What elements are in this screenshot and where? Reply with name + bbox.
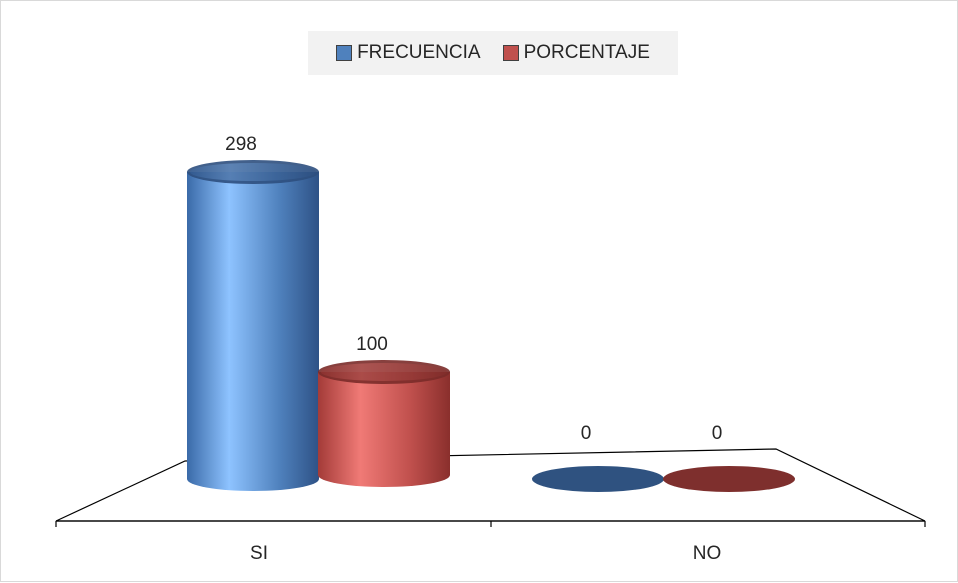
- bar-porcentaje-si: [318, 359, 450, 487]
- bar-porcentaje-no: [663, 466, 795, 492]
- x-tick-label-si: SI: [250, 543, 268, 564]
- chart-legend: FRECUENCIA PORCENTAJE: [308, 31, 678, 75]
- legend-swatch-frecuencia: [336, 45, 353, 61]
- legend-item-porcentaje: PORCENTAJE: [502, 42, 650, 64]
- legend-swatch-porcentaje: [502, 45, 519, 61]
- data-label-porcentaje-no: 0: [712, 423, 723, 444]
- legend-label-frecuencia: FRECUENCIA: [357, 42, 481, 63]
- data-label-frecuencia-no: 0: [581, 423, 592, 444]
- bar-frecuencia-no: [532, 466, 664, 492]
- bar-frecuencia-si: [187, 160, 319, 491]
- x-tick-label-no: NO: [693, 543, 722, 564]
- data-label-frecuencia-si: 298: [225, 134, 257, 155]
- data-label-porcentaje-si: 100: [356, 334, 388, 355]
- legend-item-frecuencia: FRECUENCIA: [336, 42, 481, 64]
- chart-floor: [55, 448, 926, 527]
- legend-label-porcentaje: PORCENTAJE: [523, 42, 650, 63]
